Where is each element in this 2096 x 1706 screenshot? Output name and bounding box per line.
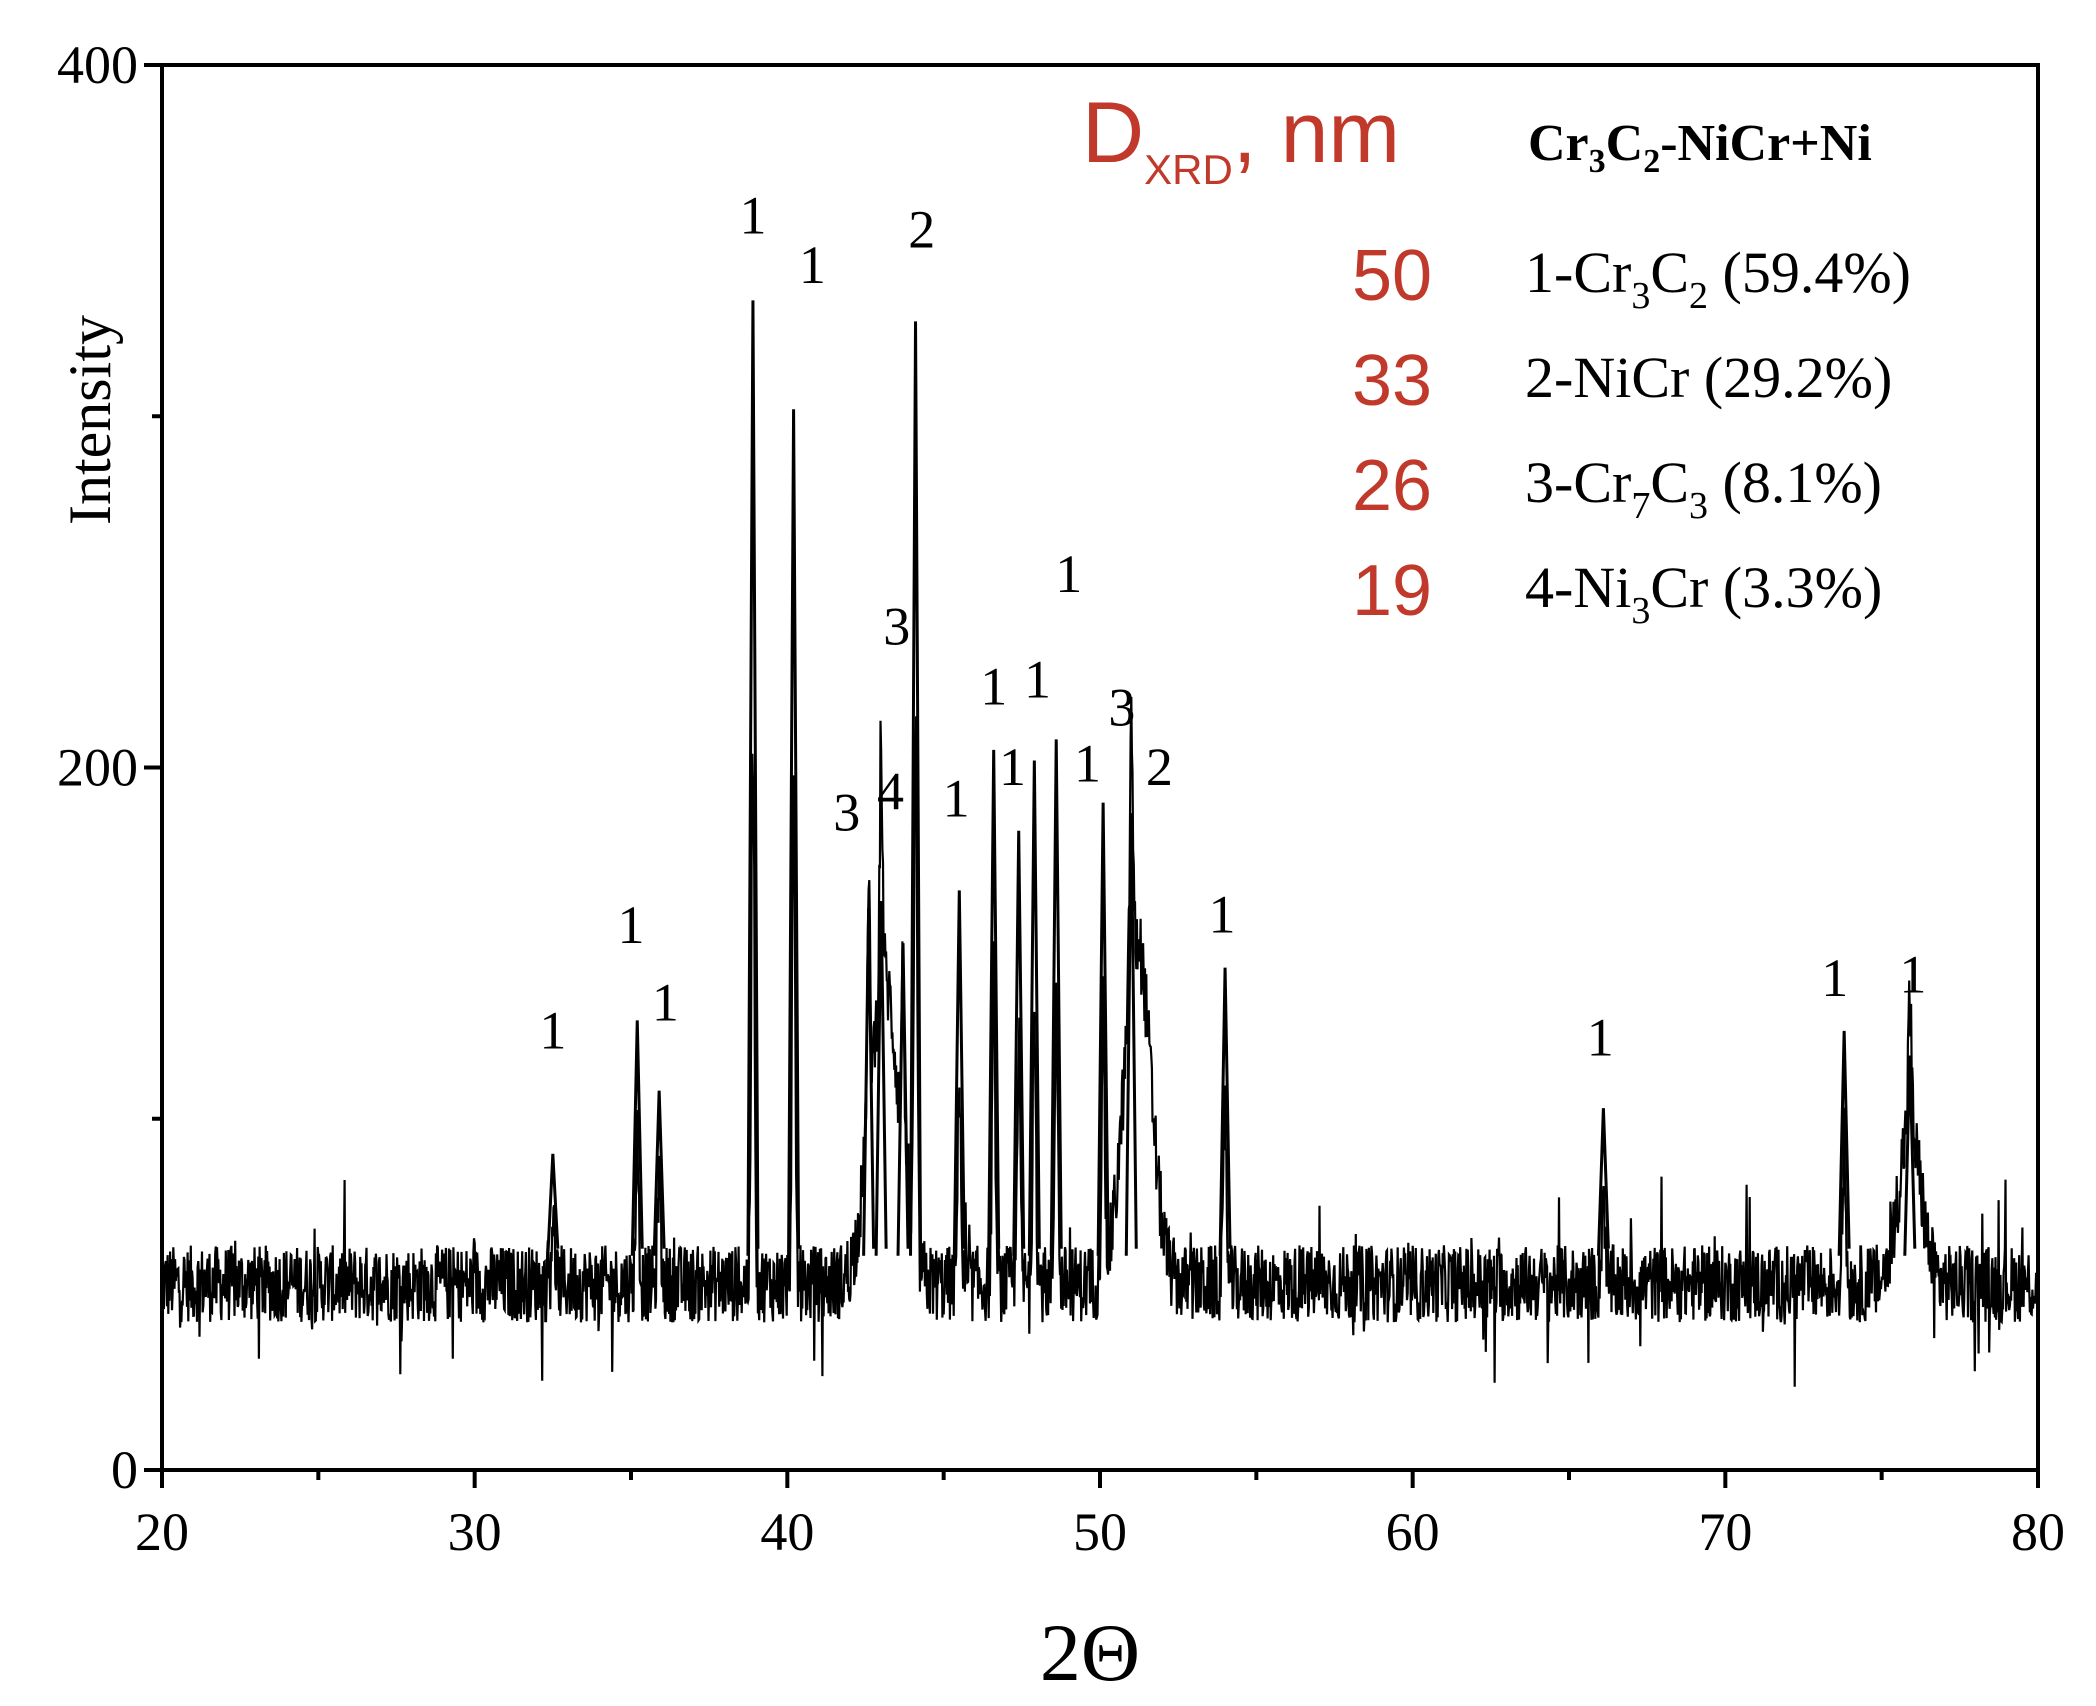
peak-17 (1218, 967, 1232, 1256)
peak-label: 1 (652, 972, 679, 1032)
phase-label: 4-Ni3Cr (3.3%) (1525, 555, 1882, 632)
peak-3 (652, 1090, 666, 1256)
peak-2 (630, 1020, 644, 1256)
x-tick-label: 60 (1386, 1502, 1440, 1562)
peak-4 (746, 300, 760, 1256)
peak-label: 1 (1055, 544, 1082, 604)
peak-12 (1012, 830, 1026, 1256)
crystallite-size: 26 (1352, 446, 1432, 526)
peak-10 (952, 890, 966, 1256)
peak-label: 1 (1587, 1008, 1614, 1068)
peak-label: 1 (1208, 885, 1235, 945)
x-tick-label: 70 (1698, 1502, 1752, 1562)
peak-label: 3 (833, 783, 860, 843)
phase-label: 1-Cr3C2 (59.4%) (1525, 240, 1911, 317)
peak-18 (1596, 1108, 1610, 1256)
peak-label: 1 (1821, 948, 1848, 1008)
peak-label: 1 (539, 1001, 566, 1061)
peak-6 (862, 907, 876, 1256)
crystallite-size: 33 (1352, 341, 1432, 421)
peak-label: 1 (799, 235, 826, 295)
crystallite-size: 50 (1352, 236, 1432, 316)
peak-label: 1 (999, 737, 1026, 797)
y-axis-title: Intensity (57, 315, 123, 525)
legend-header: DXRD, nm (1082, 85, 1400, 193)
peak-15 (1096, 802, 1110, 1256)
peak-20 (1903, 1055, 1917, 1256)
axes: 20 30 40 50 60 70 80 0 200 400 (57, 35, 2065, 1562)
peak-label: 2 (908, 200, 935, 260)
peak-label: 1 (739, 186, 766, 246)
peak-label: 3 (883, 597, 910, 657)
peak-8 (896, 943, 910, 1256)
peak-label: 1 (1899, 944, 1926, 1004)
x-tick-label: 50 (1073, 1502, 1127, 1562)
legend: DXRD, nm Cr3C2-NiCr+Ni 50 1-Cr3C2 (59.4%)… (1082, 85, 1911, 632)
x-tick-label: 80 (2011, 1502, 2065, 1562)
peak-19 (1837, 1030, 1851, 1256)
y-tick-label: 0 (111, 1440, 138, 1500)
peak-9 (909, 321, 923, 1256)
y-tick-label: 400 (57, 35, 138, 95)
crystallite-size: 19 (1352, 551, 1432, 631)
peak-11 (987, 749, 1001, 1256)
peak-label: 1 (980, 656, 1007, 716)
x-tick-label: 40 (760, 1502, 814, 1562)
peak-label: 1 (943, 769, 970, 829)
legend-rows: 50 1-Cr3C2 (59.4%) 33 2-NiCr (29.2%) 26 3-Cr7… (1352, 236, 1911, 632)
peak-7 (874, 900, 888, 1256)
peak-label: 3 (1108, 677, 1135, 737)
x-tick-label: 30 (448, 1502, 502, 1562)
peak-label: 1 (1074, 734, 1101, 794)
pattern-trace (160, 696, 2040, 1387)
phase-label: 3-Cr7C3 (8.1%) (1525, 450, 1882, 527)
diffraction-pattern (160, 300, 2040, 1387)
peak-5 (787, 409, 801, 1256)
peak-14 (1049, 739, 1063, 1256)
peak-label: 4 (877, 762, 904, 822)
y-tick-label: 200 (57, 738, 138, 798)
peak-16 (1124, 813, 1138, 1256)
peak-label: 1 (1024, 649, 1051, 709)
peak-label: 2 (1146, 737, 1173, 797)
legend-sample-title: Cr3C2-NiCr+Ni (1528, 115, 1872, 180)
phase-label: 2-NiCr (29.2%) (1525, 345, 1892, 410)
peak-1 (546, 1153, 560, 1256)
x-tick-label: 20 (135, 1502, 189, 1562)
peak-label: 1 (618, 895, 645, 955)
x-axis-title: 2Θ (1040, 1607, 1140, 1698)
peak-13 (1027, 760, 1041, 1256)
